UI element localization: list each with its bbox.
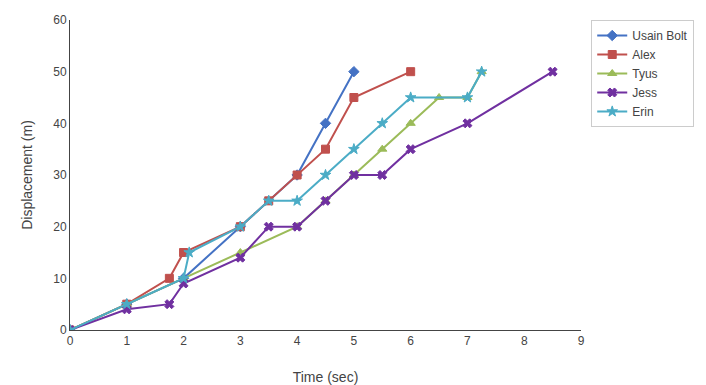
svg-text:10: 10 [53, 272, 67, 286]
svg-text:Time (sec): Time (sec) [293, 369, 359, 385]
svg-text:Erin: Erin [632, 105, 653, 119]
svg-text:Jess: Jess [632, 86, 657, 100]
svg-text:50: 50 [53, 65, 67, 79]
svg-text:0: 0 [67, 334, 74, 348]
svg-text:4: 4 [294, 334, 301, 348]
svg-text:3: 3 [237, 334, 244, 348]
svg-text:8: 8 [521, 334, 528, 348]
svg-text:1: 1 [123, 334, 130, 348]
svg-text:60: 60 [53, 13, 67, 27]
svg-text:40: 40 [53, 117, 67, 131]
svg-text:7: 7 [464, 334, 471, 348]
svg-text:2: 2 [180, 334, 187, 348]
svg-text:20: 20 [53, 220, 67, 234]
svg-text:9: 9 [578, 334, 585, 348]
svg-text:5: 5 [351, 334, 358, 348]
svg-text:Usain Bolt: Usain Bolt [632, 29, 687, 43]
svg-text:6: 6 [407, 334, 414, 348]
svg-text:Tyus: Tyus [632, 67, 657, 81]
svg-text:Displacement (m): Displacement (m) [19, 120, 35, 230]
svg-text:0: 0 [60, 323, 67, 337]
svg-text:Alex: Alex [632, 48, 655, 62]
svg-text:30: 30 [53, 168, 67, 182]
